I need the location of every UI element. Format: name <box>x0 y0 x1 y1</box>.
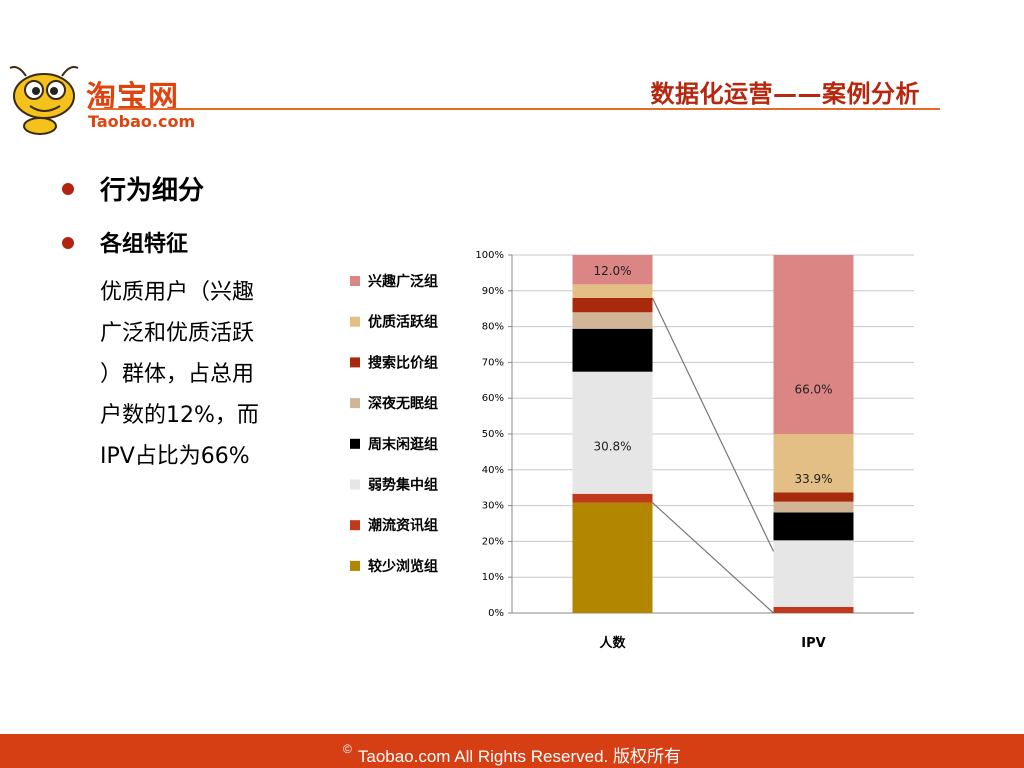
bar-segment <box>773 434 854 493</box>
y-tick-label: 40% <box>482 465 504 476</box>
bar-segment <box>572 297 653 313</box>
bar-segment <box>773 255 854 434</box>
y-tick-label: 60% <box>482 393 504 404</box>
title-divider <box>90 108 940 110</box>
bar-segment <box>572 312 653 329</box>
legend-swatch <box>350 520 360 531</box>
bullet-text: 行为细分 <box>100 176 205 206</box>
bar-segment <box>572 284 653 298</box>
bar-segment <box>773 606 854 613</box>
bar-segment <box>773 540 854 607</box>
bullet-dot-icon <box>62 237 74 249</box>
y-tick-label: 70% <box>482 357 504 368</box>
legend-swatch <box>350 357 360 368</box>
data-label: 33.9% <box>794 472 832 486</box>
legend-label: 优质活跃组 <box>368 314 438 331</box>
bar-segment <box>773 512 854 541</box>
legend-label: 搜索比价组 <box>368 354 438 371</box>
legend-label: 周末闲逛组 <box>368 436 438 453</box>
legend-swatch <box>350 438 360 449</box>
data-label: 66.0% <box>794 382 832 396</box>
legend-label: 深夜无眠组 <box>368 395 438 412</box>
stacked-bar-chart: 0% 10% 20% 30% 40% 50% 60% 70% 80% 90% 100% 12.0% 30… <box>350 250 914 651</box>
copyright-icon: © <box>343 742 352 756</box>
logo-brand-en: Taobao.com <box>88 112 196 131</box>
page-title: 数据化运营——案例分析 <box>650 80 920 108</box>
bar-segment <box>773 501 854 513</box>
y-tick-label: 100% <box>475 250 504 261</box>
body-line: 优质用户（兴趣 <box>100 280 255 305</box>
connector-line <box>651 297 775 552</box>
legend-swatch <box>350 276 360 286</box>
body-line: ）群体，占总用 <box>100 362 255 387</box>
legend-label: 较少浏览组 <box>368 558 438 575</box>
x-category-label: 人数 <box>599 635 626 651</box>
bar-segment <box>572 371 653 494</box>
bullet-text: 各组特征 <box>100 232 189 257</box>
footer-copyright: © Taobao.com All Rights Reserved. 版权所有 <box>0 742 1024 767</box>
bar-segment <box>572 255 653 285</box>
x-category-label: IPV <box>801 636 825 651</box>
y-tick-label: 50% <box>482 429 504 440</box>
bar-segment <box>773 492 854 502</box>
bar-segment <box>572 493 653 503</box>
bar-segment <box>572 328 653 372</box>
body-line: 户数的12%，而 <box>100 403 259 428</box>
legend-label: 兴趣广泛组 <box>368 273 438 290</box>
body-line: IPV占比为66% <box>100 444 250 469</box>
y-tick-label: 80% <box>482 322 504 333</box>
legend-swatch <box>350 479 360 490</box>
legend-swatch <box>350 316 360 327</box>
y-tick-label: 30% <box>482 501 504 512</box>
legend-label: 潮流资讯组 <box>368 517 438 534</box>
legend-swatch <box>350 398 360 409</box>
connector-line <box>652 502 774 614</box>
legend-swatch <box>350 560 360 571</box>
y-tick-label: 10% <box>482 572 504 583</box>
data-label: 30.8% <box>593 440 631 454</box>
bar-segment <box>572 502 653 613</box>
y-tick-label: 90% <box>482 286 504 297</box>
legend-label: 弱势集中组 <box>368 477 438 494</box>
body-line: 广泛和优质活跃 <box>100 321 255 346</box>
data-label: 12.0% <box>593 264 631 278</box>
taobao-mascot-logo <box>9 66 79 135</box>
footer-bar: © Taobao.com All Rights Reserved. 版权所有 <box>0 734 1024 768</box>
bullet-dot-icon <box>62 183 74 195</box>
footer-text: Taobao.com All Rights Reserved. 版权所有 <box>357 747 681 766</box>
y-tick-label: 20% <box>482 536 504 547</box>
body-paragraph: 优质用户（兴趣 广泛和优质活跃 ）群体，占总用 户数的12%，而 IPV占比为6… <box>100 272 315 477</box>
y-tick-label: 0% <box>488 608 504 619</box>
